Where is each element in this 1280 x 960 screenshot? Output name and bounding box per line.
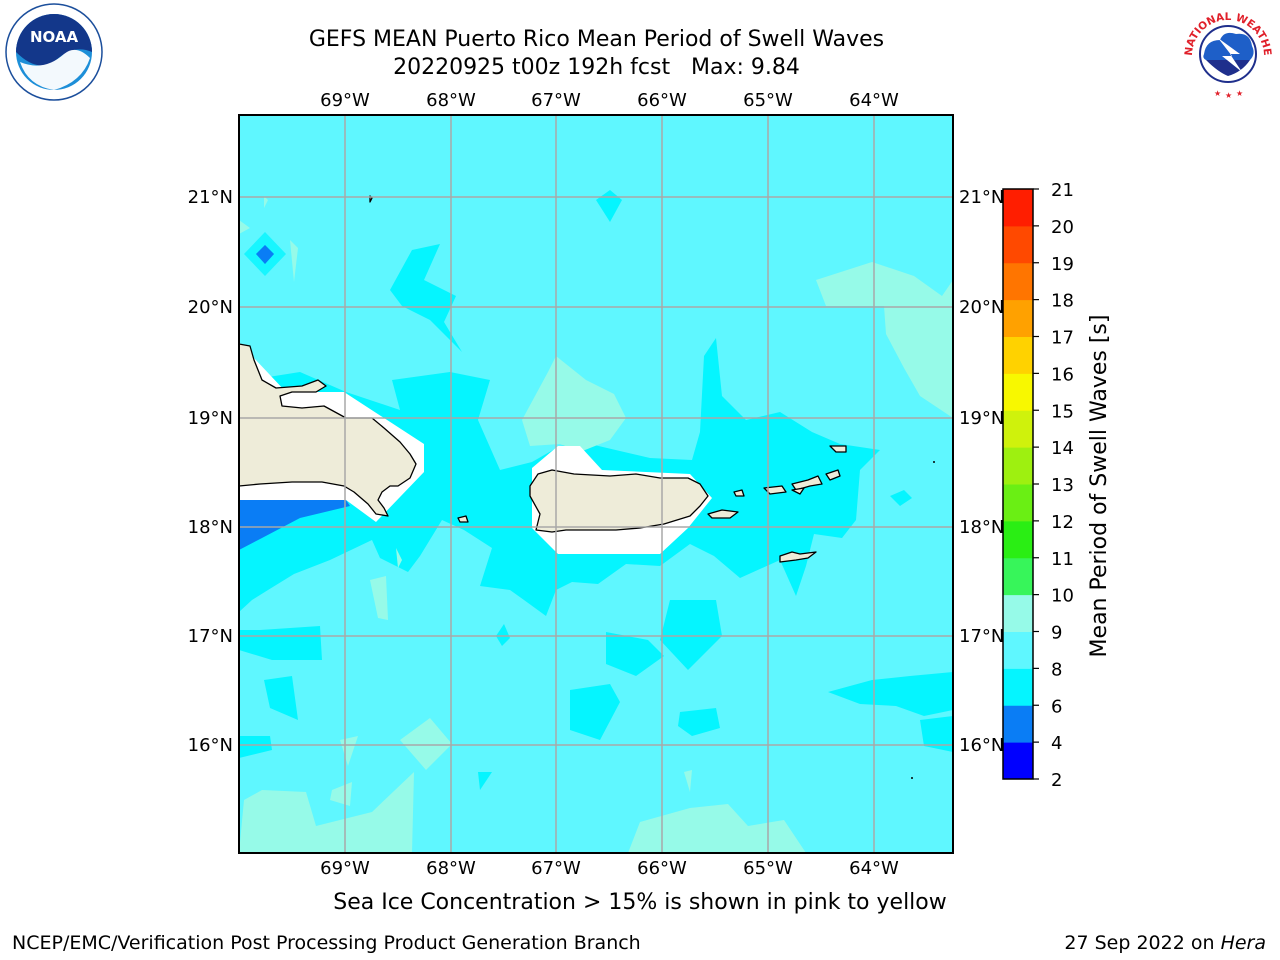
colorbar-segment <box>1003 594 1033 632</box>
lat-label-right: 18°N <box>959 517 1004 538</box>
colorbar-tick-label: 15 <box>1051 401 1074 422</box>
gridlines <box>239 115 953 853</box>
colorbar-tick-label: 10 <box>1051 586 1074 607</box>
colorbar-tick-label: 17 <box>1051 328 1074 349</box>
colorbar: 2 4 6 8 9 10 11 12 13 14 15 16 17 18 19 20 21 <box>1002 180 1074 791</box>
svg-text:★: ★ <box>1225 91 1232 100</box>
footer-date-text: 27 Sep 2022 on <box>1064 932 1221 954</box>
lat-label-right: 20°N <box>959 297 1004 318</box>
lat-label-left: 16°N <box>188 735 233 756</box>
colorbar-segment <box>1003 189 1033 227</box>
hispaniola-island <box>239 343 417 517</box>
svg-text:★: ★ <box>1214 89 1221 98</box>
colorbar-segment <box>1003 557 1033 596</box>
colorbar-tick-label: 18 <box>1051 291 1074 312</box>
lat-label-left: 20°N <box>188 297 233 318</box>
lon-label-bottom: 67°W <box>531 858 581 879</box>
lat-labels-left: 21°N 20°N 19°N 18°N 17°N 16°N <box>188 187 233 756</box>
colorbar-tick-label: 8 <box>1051 659 1062 680</box>
lon-label-top: 68°W <box>426 90 476 111</box>
lon-label-bottom: 66°W <box>637 858 687 879</box>
colorbar-segment <box>1003 299 1033 337</box>
colorbar-tick-label: 19 <box>1051 254 1074 275</box>
colorbar-label: Mean Period of Swell Waves [s] <box>1087 315 1112 658</box>
colorbar-segment <box>1003 742 1033 780</box>
colorbar-tick-label: 21 <box>1051 180 1074 201</box>
lon-label-top: 66°W <box>637 90 687 111</box>
lat-label-left: 18°N <box>188 517 233 538</box>
colorbar-segment <box>1003 631 1033 669</box>
colorbar-tick-label: 9 <box>1051 623 1062 644</box>
lat-label-left: 21°N <box>188 187 233 208</box>
colorbar-segment <box>1003 705 1033 743</box>
colorbar-tick-label: 13 <box>1051 475 1074 496</box>
period-9-10-regions <box>239 196 953 853</box>
lon-label-bottom: 65°W <box>743 858 793 879</box>
footer-host: Hera <box>1220 932 1266 954</box>
colorbar-segment <box>1003 336 1033 374</box>
chart-title: GEFS MEAN Puerto Rico Mean Period of Swe… <box>0 26 1193 82</box>
colorbar-segment <box>1003 262 1033 301</box>
lon-labels-top: 69°W 68°W 67°W 66°W 65°W 64°W <box>320 90 899 111</box>
colorbar-tick-label: 11 <box>1051 549 1074 570</box>
title-line-1: GEFS MEAN Puerto Rico Mean Period of Swe… <box>308 27 885 52</box>
colorbar-tick-label: 4 <box>1051 733 1062 754</box>
colorbar-tick-label: 12 <box>1051 512 1074 533</box>
colorbar-segment <box>1003 410 1033 448</box>
colorbar-tick-label: 16 <box>1051 364 1074 385</box>
colorbar-tick-label: 2 <box>1051 770 1062 791</box>
colorbar-segment <box>1003 225 1033 264</box>
footer-branch: NCEP/EMC/Verification Post Processing Pr… <box>12 932 641 954</box>
lat-label-right: 16°N <box>959 735 1004 756</box>
lat-label-left: 17°N <box>188 626 233 647</box>
lon-label-top: 65°W <box>743 90 793 111</box>
lat-label-right: 19°N <box>959 408 1004 429</box>
lat-label-right: 21°N <box>959 187 1004 208</box>
colorbar-segment <box>1003 447 1033 485</box>
footer-date: 27 Sep 2022 on Hera <box>1064 932 1266 954</box>
lat-label-left: 19°N <box>188 408 233 429</box>
nws-logo-icon: NATIONAL WEATHER SERVICE ★ ★ ★ <box>1178 2 1276 100</box>
colorbar-tick-label: 20 <box>1051 217 1074 238</box>
lon-label-bottom: 69°W <box>320 858 370 879</box>
lon-label-top: 67°W <box>531 90 581 111</box>
map-frame <box>238 114 954 854</box>
lat-labels-right: 21°N 20°N 19°N 18°N 17°N 16°N <box>959 187 1004 756</box>
lon-label-top: 69°W <box>320 90 370 111</box>
colorbar-segment <box>1003 373 1033 411</box>
puerto-rico-island <box>529 469 709 533</box>
virgin-islands <box>707 509 739 519</box>
title-line-2: 20220925 t00z 192h fcst Max: 9.84 <box>393 55 800 80</box>
lat-label-right: 17°N <box>959 626 1004 647</box>
noaa-logo-icon: NOAA <box>5 3 103 101</box>
lon-labels-bottom: 69°W 68°W 67°W 66°W 65°W 64°W <box>320 858 899 879</box>
colorbar-segment <box>1003 520 1033 559</box>
colorbar-tick-label: 6 <box>1051 696 1062 717</box>
colorbar-segment <box>1003 484 1033 522</box>
sea-ice-footnote: Sea Ice Concentration > 15% is shown in … <box>333 890 947 915</box>
noaa-logo-text: NOAA <box>30 28 79 46</box>
land-masses <box>239 195 847 563</box>
colorbar-segment <box>1003 668 1033 706</box>
svg-text:★: ★ <box>1236 89 1243 98</box>
colorbar-tick-label: 14 <box>1051 438 1074 459</box>
lon-label-top: 64°W <box>849 90 899 111</box>
lon-label-bottom: 64°W <box>849 858 899 879</box>
map-field <box>239 115 953 853</box>
lon-label-bottom: 68°W <box>426 858 476 879</box>
